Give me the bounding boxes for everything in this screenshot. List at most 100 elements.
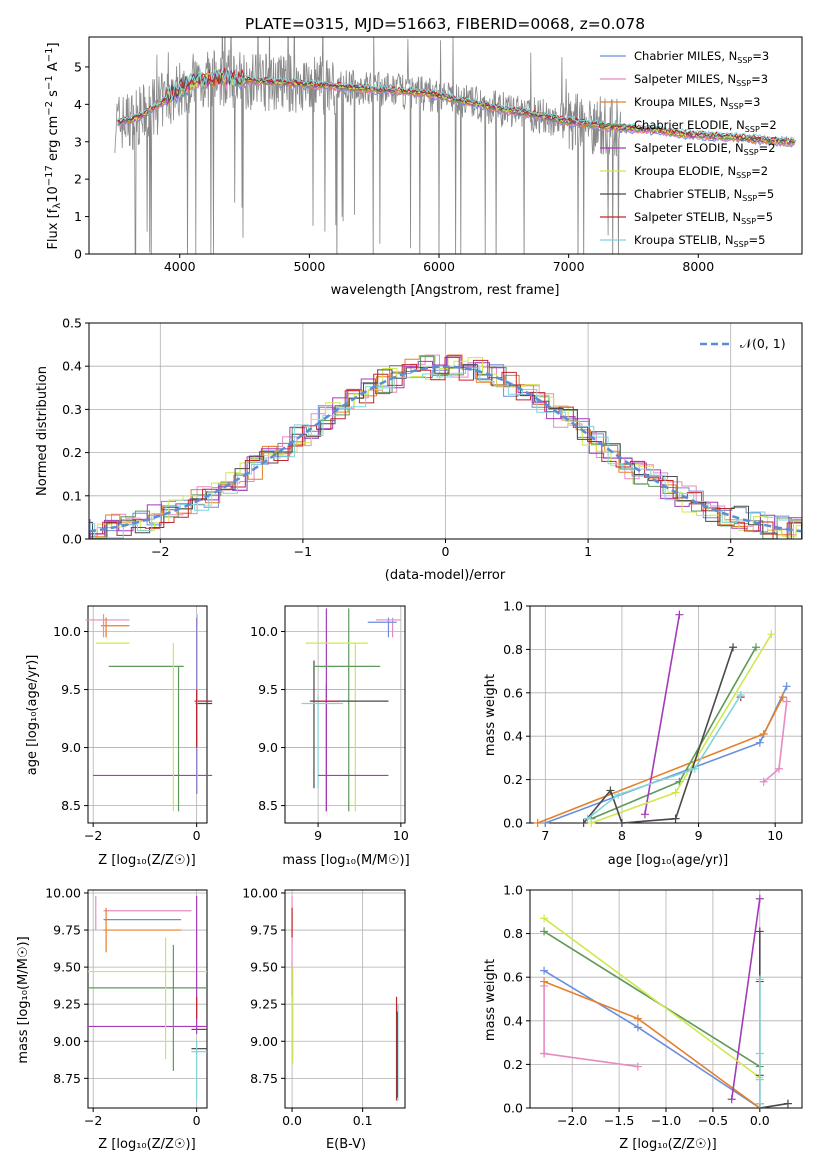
weight-marker [540, 927, 549, 936]
y-tick-label: 9.75 [250, 923, 278, 938]
y-tick-label: 1 [74, 209, 82, 224]
residual-histograms [88, 354, 803, 539]
legend-label-sub: SSP [741, 217, 756, 226]
weight-line [543, 930, 761, 1068]
x-tick-label: −1 [294, 544, 312, 559]
x-tick-label: 8000 [682, 259, 714, 274]
y-tick-label: 9.5 [258, 682, 278, 697]
agez-xlabel: Z [log₁₀(Z/Z☉)] [98, 853, 195, 868]
residual-xlabel: (data-model)/error [385, 568, 506, 583]
y-tick-label: 10.0 [53, 624, 81, 639]
y-tick-label: 9.50 [53, 960, 81, 975]
axes-frame [284, 889, 406, 1109]
weight-marker [755, 738, 764, 747]
y-tick-label: 8.5 [61, 798, 81, 813]
y-tick-label: 0.4 [62, 359, 82, 374]
weight-z-panel: −2.0 −1.5 −1.0 −0.5 0.0 0.0 0.2 0.4 0.6 0.8 1.0 [503, 883, 803, 1128]
axes-frame [87, 889, 208, 1109]
weight-line [543, 917, 761, 1079]
x-tick-label: 5000 [293, 259, 325, 274]
y-tick-label: 0.2 [503, 1057, 523, 1072]
weight-marker [729, 643, 738, 652]
axes-frame [87, 605, 208, 824]
massebv-xlabel: E(B-V) [326, 1137, 366, 1152]
weight-marker [782, 682, 791, 691]
legend-label-suffix: =2 [759, 141, 776, 155]
y-tick-label: 9.00 [53, 1034, 81, 1049]
agez-ylabel: age [log₁₀(age/yr)] [25, 655, 40, 776]
y-tick-label: 0.6 [503, 970, 523, 985]
weight-marker [783, 1099, 792, 1108]
y-tick-label: 9.0 [61, 740, 81, 755]
weightz-ylabel: mass weight [483, 959, 498, 1041]
x-tick-label: 2 [727, 544, 735, 559]
x-tick-label: 0 [193, 1113, 201, 1128]
weight-marker [755, 927, 764, 936]
massz-xlabel: Z [log₁₀(Z/Z☉)] [98, 1137, 195, 1152]
residual-ylabel: Normed distribution [35, 366, 50, 496]
legend-label-sub: SSP [744, 148, 759, 157]
weight-marker [617, 819, 626, 827]
y-tick-label: 10.00 [45, 885, 81, 900]
legend-label-main: Salpeter ELODIE, N [634, 141, 744, 155]
weight-marker [640, 810, 649, 819]
x-tick-label: 8 [618, 828, 626, 843]
legend-label: Salpeter ELODIE, NSSP=2 [634, 141, 776, 157]
histogram-step [89, 354, 802, 537]
y-tick-label: 9.00 [250, 1034, 278, 1049]
weight-marker [633, 1062, 642, 1071]
weight-marker [533, 819, 542, 827]
spectrum-panel: PLATE=0315, MJD=51663, FIBERID=0068, z=0… [44, 15, 803, 298]
legend-label-sub: SSP [737, 56, 752, 65]
legend-label-sub: SSP [734, 240, 749, 249]
weight-marker [755, 1099, 764, 1108]
legend-label: Chabrier STELIB, NSSP=5 [634, 187, 774, 203]
x-tick-label: 0.0 [750, 1113, 770, 1128]
legend-label-main: Kroupa STELIB, N [634, 233, 734, 247]
legend-label-main: Chabrier ELODIE, N [634, 118, 745, 132]
y-tick-label: 3 [74, 134, 82, 149]
x-tick-label: 7000 [553, 259, 585, 274]
gaussian-legend-label: 𝒩(0, 1) [740, 336, 786, 351]
weight-marker [540, 914, 549, 923]
weightage-ylabel: mass weight [483, 674, 498, 756]
weight-marker [583, 814, 592, 823]
legend-label-suffix: =3 [752, 49, 769, 63]
weightz-xlabel: Z [log₁₀(Z/Z☉)] [619, 1137, 716, 1152]
weight-age-panel: 7 8 9 10 0.0 0.2 0.4 0.6 0.8 1.0 [503, 599, 803, 843]
legend-label: Chabrier MILES, NSSP=3 [634, 49, 769, 65]
x-tick-label: 9 [695, 828, 703, 843]
weight-marker [540, 966, 549, 975]
y-tick-label: 0.4 [503, 729, 523, 744]
spectrum-title: PLATE=0315, MJD=51663, FIBERID=0068, z=0… [245, 15, 645, 33]
y-tick-label: 5 [74, 59, 82, 74]
y-tick-label: 0.0 [503, 816, 523, 831]
y-tick-label: 9.5 [61, 682, 81, 697]
weight-marker [755, 1075, 764, 1084]
x-tick-label: 0 [442, 544, 450, 559]
age-mass-panel: 9 10 8.5 9.0 9.5 10.0 [250, 605, 409, 843]
legend-label-suffix: =5 [756, 210, 773, 224]
legend-label-suffix: =5 [757, 187, 774, 201]
weight-marker [606, 786, 615, 795]
massz-ylabel: mass [log₁₀(M/M☉)] [16, 936, 31, 1063]
x-tick-label: 10 [767, 828, 783, 843]
x-tick-label: 6000 [423, 259, 455, 274]
x-tick-label: 0.0 [282, 1113, 302, 1128]
spectrum-xlabel: wavelength [Angstrom, rest frame] [331, 283, 560, 298]
y-tick-label: 0.2 [62, 445, 82, 460]
x-tick-label: 10 [393, 828, 409, 843]
y-tick-label: 0.0 [503, 1101, 523, 1116]
weight-marker [727, 1095, 736, 1104]
residual-panel: −2 −1 0 1 2 0.0 0.1 0.2 0.3 0.4 0.5 (data-model)/e… [35, 316, 803, 583]
y-tick-label: 0.6 [503, 685, 523, 700]
legend-label: Kroupa STELIB, NSSP=5 [634, 233, 765, 249]
residual-ticks: −2 −1 0 1 2 0.0 0.1 0.2 0.3 0.4 0.5 [62, 316, 735, 560]
y-tick-label: 8.75 [53, 1071, 81, 1086]
weight-marker [633, 1023, 642, 1032]
weight-marker [767, 630, 776, 639]
weightage-xlabel: age [log₁₀(age/yr)] [608, 853, 729, 868]
spectrum-lines [114, 37, 796, 254]
